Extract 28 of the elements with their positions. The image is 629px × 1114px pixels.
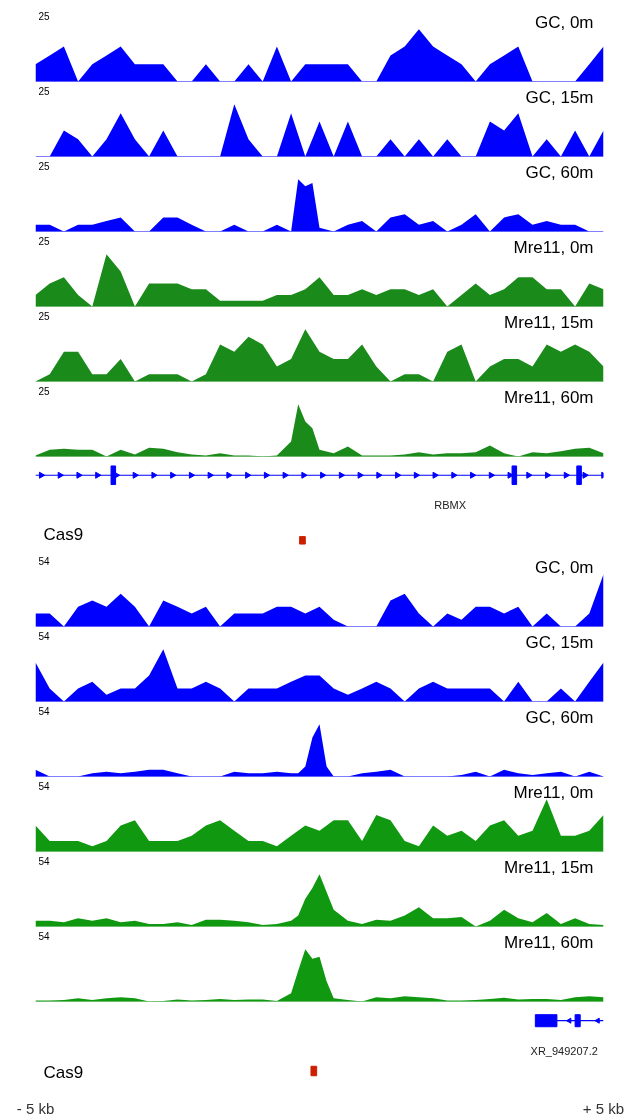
text: 25	[38, 235, 51, 247]
chart-title: GC, 60m	[525, 707, 594, 727]
text: 25	[38, 385, 51, 397]
text: 54	[38, 630, 51, 642]
text: 54	[38, 855, 51, 867]
chart-title: Mre11, 60m	[504, 387, 594, 407]
text: 25	[38, 10, 51, 22]
text: 54	[38, 555, 51, 567]
chart-title: Mre11, 0m	[513, 237, 594, 257]
chart-title: GC, 60m	[525, 162, 594, 182]
x-tick-label: + 5 kb	[582, 1099, 625, 1114]
chart-title: Mre11, 15m	[504, 857, 594, 877]
chart-title: GC, 0m	[534, 12, 594, 32]
chart-title: Mre11, 0m	[513, 782, 594, 802]
text: 54	[38, 705, 51, 717]
text: 54	[38, 930, 51, 942]
chart-title: Mre11, 60m	[504, 932, 594, 952]
chart-title: GC, 15m	[525, 87, 594, 107]
text: 25	[38, 85, 51, 97]
picture-gene-track: XR_949207.2 Cas9	[0, 1003, 629, 1091]
chart-title: GC, 0m	[534, 557, 594, 577]
picture-gene-track: RBMX Cas9	[0, 458, 629, 553]
text: 25	[38, 310, 51, 322]
chart-title: Mre11, 15m	[504, 312, 594, 332]
text: 25	[38, 160, 51, 172]
x-tick-label: - 5 kb	[16, 1099, 55, 1114]
text: 54	[38, 780, 51, 792]
chart-title: GC, 15m	[525, 632, 594, 652]
